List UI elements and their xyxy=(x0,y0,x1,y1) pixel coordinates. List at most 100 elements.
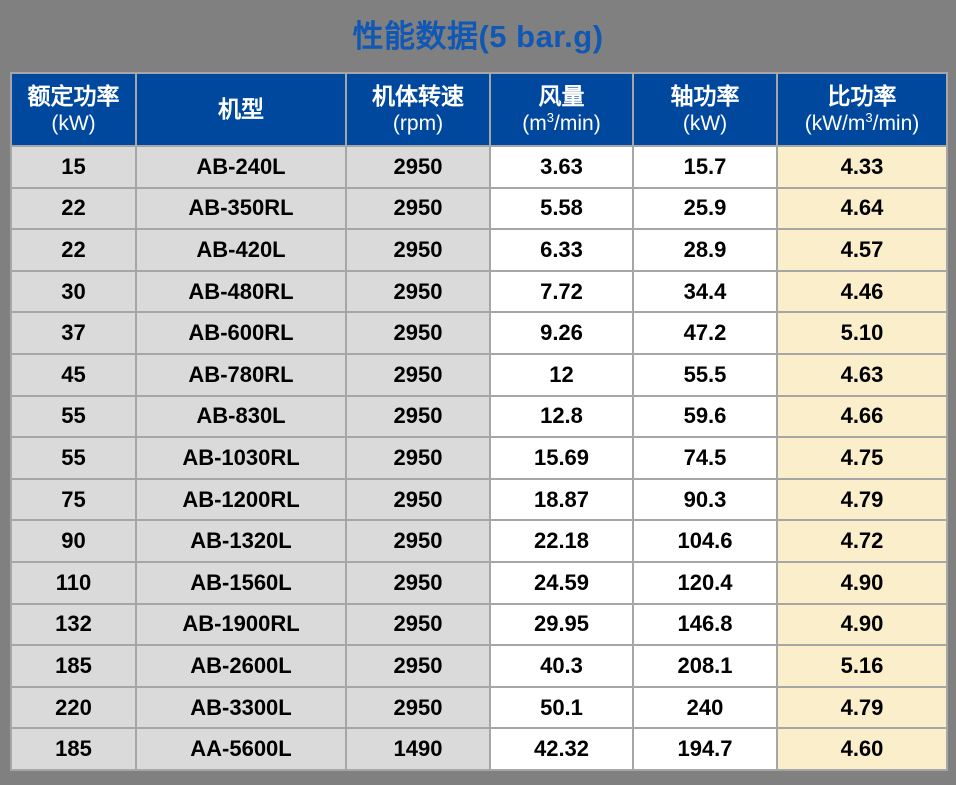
table-header: 额定功率 (kW) 机型 机体转速 (rpm) 风量 (m3/mi xyxy=(10,72,948,147)
cell-model: AB-1030RL xyxy=(135,436,347,480)
cell-air-flow: 29.95 xyxy=(489,602,634,647)
cell-specific-power: 4.79 xyxy=(776,477,948,522)
cell-specific-power: 4.60 xyxy=(776,727,948,771)
cell-shaft-power: 104.6 xyxy=(632,519,778,563)
cell-specific-power: 4.57 xyxy=(776,228,948,272)
cell-rated-power: 110 xyxy=(10,560,137,605)
cell-rated-power: 220 xyxy=(10,685,137,730)
cell-air-flow: 40.3 xyxy=(489,644,634,688)
cell-specific-power: 4.33 xyxy=(776,145,948,189)
cell-model: AB-480RL xyxy=(135,269,347,314)
cell-shaft-power: 28.9 xyxy=(632,228,778,272)
cell-specific-power: 4.63 xyxy=(776,352,948,397)
cell-shaft-power: 74.5 xyxy=(632,436,778,480)
header-air-flow: 风量 (m3/min) xyxy=(489,72,634,147)
header-rated-power: 额定功率 (kW) xyxy=(10,72,137,147)
cell-model: AB-3300L xyxy=(135,685,347,730)
page-title: 性能数据(5 bar.g) xyxy=(352,19,604,54)
cell-shaft-power: 55.5 xyxy=(632,352,778,397)
cell-model: AB-780RL xyxy=(135,352,347,397)
table-body: 15 AB-240L 2950 3.63 15.7 4.33 22 AB-350RL 2950 5… xyxy=(10,145,948,771)
cell-air-flow: 5.58 xyxy=(489,186,634,231)
cell-rated-power: 75 xyxy=(10,477,137,522)
table-row: 90 AB-1320L 2950 22.18 104.6 4.72 xyxy=(10,519,948,563)
table-row: 45 AB-780RL 2950 12 55.5 4.63 xyxy=(10,352,948,397)
table-row: 75 AB-1200RL 2950 18.87 90.3 4.79 xyxy=(10,477,948,522)
table-row: 220 AB-3300L 2950 50.1 240 4.79 xyxy=(10,685,948,730)
cell-shaft-power: 25.9 xyxy=(632,186,778,231)
cell-speed: 2950 xyxy=(345,186,491,231)
cell-shaft-power: 240 xyxy=(632,685,778,730)
cell-speed: 2950 xyxy=(345,436,491,480)
table-row: 185 AA-5600L 1490 42.32 194.7 4.60 xyxy=(10,727,948,771)
table-row: 55 AB-1030RL 2950 15.69 74.5 4.75 xyxy=(10,436,948,480)
cell-model: AB-420L xyxy=(135,228,347,272)
cell-speed: 2950 xyxy=(345,560,491,605)
table-row: 37 AB-600RL 2950 9.26 47.2 5.10 xyxy=(10,311,948,355)
cell-rated-power: 185 xyxy=(10,644,137,688)
cell-air-flow: 12 xyxy=(489,352,634,397)
cell-air-flow: 6.33 xyxy=(489,228,634,272)
cell-shaft-power: 120.4 xyxy=(632,560,778,605)
cell-speed: 2950 xyxy=(345,311,491,355)
header-title: 机型 xyxy=(218,95,264,122)
header-model: 机型 xyxy=(135,72,347,147)
cell-model: AA-5600L xyxy=(135,727,347,771)
cell-rated-power: 15 xyxy=(10,145,137,189)
cell-rated-power: 55 xyxy=(10,394,137,439)
cell-specific-power: 5.10 xyxy=(776,311,948,355)
table-row: 15 AB-240L 2950 3.63 15.7 4.33 xyxy=(10,145,948,189)
cell-rated-power: 45 xyxy=(10,352,137,397)
cell-shaft-power: 194.7 xyxy=(632,727,778,771)
cell-model: AB-1560L xyxy=(135,560,347,605)
table-row: 110 AB-1560L 2950 24.59 120.4 4.90 xyxy=(10,560,948,605)
cell-speed: 2950 xyxy=(345,394,491,439)
cell-shaft-power: 34.4 xyxy=(632,269,778,314)
cell-rated-power: 22 xyxy=(10,186,137,231)
cell-model: AB-2600L xyxy=(135,644,347,688)
cell-air-flow: 42.32 xyxy=(489,727,634,771)
table-row: 132 AB-1900RL 2950 29.95 146.8 4.90 xyxy=(10,602,948,647)
cell-shaft-power: 208.1 xyxy=(632,644,778,688)
cell-speed: 2950 xyxy=(345,352,491,397)
cell-rated-power: 55 xyxy=(10,436,137,480)
cell-air-flow: 12.8 xyxy=(489,394,634,439)
table-row: 55 AB-830L 2950 12.8 59.6 4.66 xyxy=(10,394,948,439)
cell-speed: 2950 xyxy=(345,685,491,730)
header-title: 机体转速 xyxy=(372,83,464,110)
cell-model: AB-1200RL xyxy=(135,477,347,522)
cell-air-flow: 22.18 xyxy=(489,519,634,563)
cell-shaft-power: 59.6 xyxy=(632,394,778,439)
cell-specific-power: 4.66 xyxy=(776,394,948,439)
cell-shaft-power: 47.2 xyxy=(632,311,778,355)
cell-air-flow: 18.87 xyxy=(489,477,634,522)
cell-speed: 2950 xyxy=(345,228,491,272)
cell-specific-power: 4.72 xyxy=(776,519,948,563)
cell-speed: 2950 xyxy=(345,519,491,563)
header-unit: (kW) xyxy=(682,111,728,135)
cell-speed: 2950 xyxy=(345,145,491,189)
cell-specific-power: 4.75 xyxy=(776,436,948,480)
cell-model: AB-830L xyxy=(135,394,347,439)
table-row: 22 AB-420L 2950 6.33 28.9 4.57 xyxy=(10,228,948,272)
header-speed: 机体转速 (rpm) xyxy=(345,72,491,147)
cell-model: AB-240L xyxy=(135,145,347,189)
header-unit: (rpm) xyxy=(392,111,444,135)
header-row: 额定功率 (kW) 机型 机体转速 (rpm) 风量 (m3/mi xyxy=(10,72,948,147)
cell-specific-power: 5.16 xyxy=(776,644,948,688)
header-unit: (kW) xyxy=(51,111,96,135)
cell-rated-power: 22 xyxy=(10,228,137,272)
cell-model: AB-600RL xyxy=(135,311,347,355)
table-row: 22 AB-350RL 2950 5.58 25.9 4.64 xyxy=(10,186,948,231)
cell-rated-power: 185 xyxy=(10,727,137,771)
header-shaft-power: 轴功率 (kW) xyxy=(632,72,778,147)
performance-table: 额定功率 (kW) 机型 机体转速 (rpm) 风量 (m3/mi xyxy=(10,72,948,771)
cell-model: AB-1900RL xyxy=(135,602,347,647)
cell-air-flow: 9.26 xyxy=(489,311,634,355)
cell-air-flow: 24.59 xyxy=(489,560,634,605)
cell-specific-power: 4.90 xyxy=(776,560,948,605)
cell-model: AB-350RL xyxy=(135,186,347,231)
cell-air-flow: 7.72 xyxy=(489,269,634,314)
cell-shaft-power: 146.8 xyxy=(632,602,778,647)
cell-rated-power: 132 xyxy=(10,602,137,647)
